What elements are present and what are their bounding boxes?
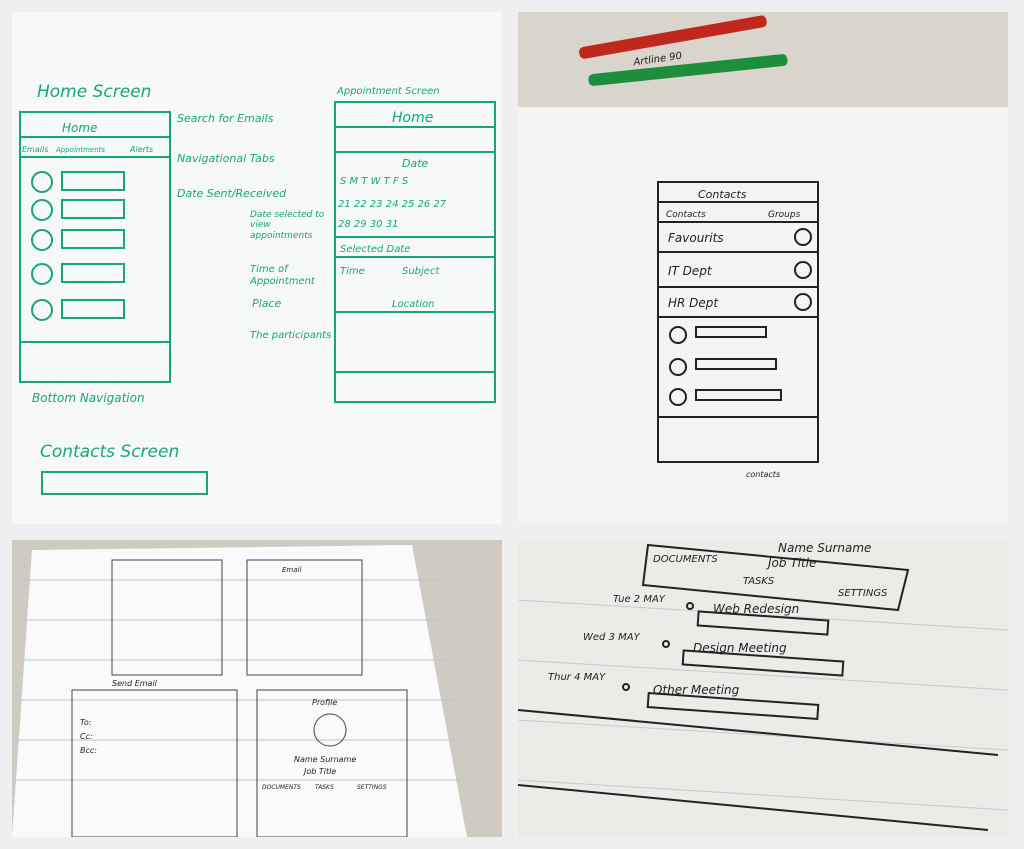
- selected-date: Selected Date: [340, 244, 410, 255]
- task-date: Thur 4 MAY: [548, 672, 606, 683]
- closeup-photo: Name Surname Job Title DOCUMENTS TASKS S…: [518, 540, 1008, 837]
- tab-documents: DOCUMENTS: [262, 784, 301, 791]
- profile-name: Name Surname: [778, 541, 871, 555]
- profile-job: Job Title: [302, 767, 336, 776]
- week-row-2: 28 29 30 31: [338, 219, 398, 230]
- home-screen-title: Home Screen: [37, 82, 151, 102]
- week-row-1: 21 22 23 24 25 26 27: [338, 199, 447, 210]
- note-time: Time of Appointment: [250, 264, 315, 287]
- location-label: Location: [392, 299, 434, 310]
- group-hr: HR Dept: [668, 296, 719, 310]
- note-nav-tabs: Navigational Tabs: [177, 152, 275, 165]
- note-search: Search for Emails: [177, 112, 274, 125]
- profile-label: Profile: [312, 698, 337, 707]
- group-favourites: Favourits: [668, 231, 724, 245]
- note-place: Place: [252, 297, 281, 310]
- notebook-sketch: Email Send Email Profile To: Cc: Bcc: Na…: [12, 545, 467, 837]
- subject-label: Subject: [402, 266, 440, 277]
- contacts-sketch: Artline 90 Contacts Contacts Groups Favo…: [518, 15, 1008, 524]
- cc-field: Cc:: [80, 732, 93, 741]
- contacts-caption: contacts: [746, 470, 780, 479]
- notebook-photo: Email Send Email Profile To: Cc: Bcc: Na…: [12, 540, 502, 837]
- email-screen-label: Email: [282, 566, 301, 574]
- task-date: Wed 3 MAY: [583, 632, 641, 643]
- time-label: Time: [340, 266, 365, 277]
- send-email-label: Send Email: [112, 679, 158, 688]
- tab-contacts: Contacts: [666, 210, 706, 220]
- note-date-sent: Date Sent/Received: [177, 187, 287, 200]
- week-days: S M T W T F S: [340, 176, 409, 187]
- tab-settings: SETTINGS: [357, 784, 387, 791]
- appointment-header: Home: [392, 110, 433, 126]
- home-header: Home: [62, 121, 97, 135]
- tab-settings: SETTINGS: [838, 588, 888, 599]
- task-title: Web Redesign: [713, 602, 799, 616]
- task-date: Tue 2 MAY: [613, 594, 666, 605]
- task-title: Other Meeting: [653, 683, 740, 697]
- group-it: IT Dept: [668, 264, 713, 278]
- bcc-field: Bcc:: [80, 746, 97, 755]
- tab-appointments: Appointments: [55, 146, 105, 154]
- note-bottom-nav: Bottom Navigation: [32, 391, 145, 405]
- tab-emails: Emails: [22, 145, 48, 154]
- paper-sketch-photo: Artline 90 Contacts Contacts Groups Favo…: [518, 12, 1008, 524]
- tasks-sketch: Name Surname Job Title DOCUMENTS TASKS S…: [518, 541, 1008, 831]
- tab-tasks: TASKS: [743, 576, 775, 587]
- profile-job: Job Title: [766, 556, 816, 570]
- task-title: Design Meeting: [693, 641, 787, 655]
- profile-name: Name Surname: [294, 755, 356, 764]
- tab-alerts: Alerts: [129, 145, 153, 154]
- whiteboard-photo: Home Screen Home Emails Appointments Ale…: [12, 12, 502, 524]
- note-participants: The participants: [250, 330, 332, 341]
- tab-documents: DOCUMENTS: [653, 554, 718, 565]
- contacts-screen-title: Contacts Screen: [40, 442, 179, 462]
- appointment-screen-title: Appointment Screen: [336, 86, 440, 97]
- contacts-header: Contacts: [698, 188, 747, 201]
- calendar-heading: Date: [402, 157, 429, 170]
- note-date-selected: Date selected to view appointments: [250, 210, 325, 241]
- to-field: To:: [80, 718, 92, 727]
- tab-tasks: TASKS: [315, 784, 334, 791]
- whiteboard-sketch: Home Screen Home Emails Appointments Ale…: [19, 82, 496, 495]
- tab-groups: Groups: [768, 210, 801, 220]
